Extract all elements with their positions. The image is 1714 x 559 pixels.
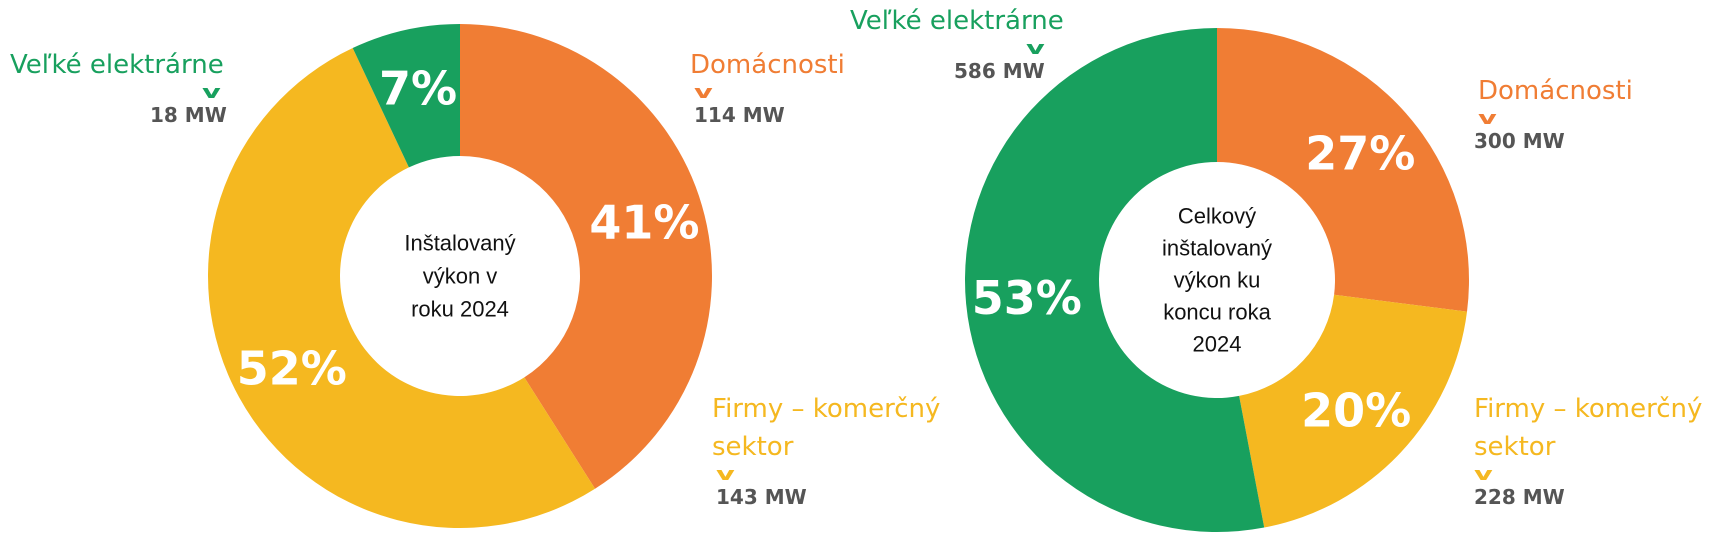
- chevron-down-icon: v: [716, 464, 735, 485]
- legend-value: 300 MW: [1474, 129, 1565, 153]
- legend-label: Domácnosti: [1478, 76, 1633, 106]
- chart2-percent-label-firmy-komercny-sektor: 20%: [1301, 384, 1411, 438]
- chevron-down-icon: v: [1026, 38, 1045, 59]
- chart1-slice-velke-elektrarne: [352, 24, 460, 168]
- chart2-slice-firmy-komercny-sektor: [1239, 294, 1468, 528]
- legend-value: 228 MW: [1474, 485, 1565, 509]
- legend-value: 114 MW: [694, 103, 785, 127]
- chart2-center-label-line-2: inštalovaný: [1162, 236, 1272, 261]
- legend-label: Veľké elektrárne: [10, 50, 224, 80]
- legend-value: 18 MW: [150, 103, 227, 127]
- legend-label-line2: sektor: [1474, 432, 1556, 462]
- legend-label-line2: sektor: [712, 432, 794, 462]
- legend-label: Domácnosti: [690, 50, 845, 80]
- legend-label-line1: Firmy – komerčný: [1474, 394, 1703, 424]
- chevron-down-icon: v: [1478, 108, 1497, 129]
- chart1-percent-label-firmy-komercny-sektor: 52%: [237, 341, 347, 395]
- legend-chart1-firmy: Firmy – komerčný sektor v 143 MW: [712, 390, 940, 510]
- chart1-center-label-line-3: roku 2024: [411, 297, 509, 322]
- chart2-center-label-line-3: výkon ku: [1174, 268, 1261, 293]
- legend-label-line1: Firmy – komerčný: [712, 394, 941, 424]
- legend-value: 143 MW: [716, 485, 807, 509]
- chart1-center-label-line-2: výkon v: [423, 264, 498, 289]
- chart2-percent-label-velke-elektrarne: 53%: [972, 271, 1082, 325]
- legend-chart2-velke-elektrarne: Veľké elektrárne v 586 MW: [850, 2, 1064, 84]
- chevron-down-icon: v: [202, 82, 221, 103]
- chart1-slice-firmy-komercny-sektor: [208, 47, 596, 528]
- chart1-percent-label-velke-elektrarne: 7%: [379, 62, 457, 116]
- chart2-center-label-line-4: koncu roka: [1163, 300, 1271, 325]
- legend-chart1-velke-elektrarne: Veľké elektrárne v 18 MW: [10, 46, 227, 128]
- legend-label: Veľké elektrárne: [850, 6, 1064, 36]
- chart2-slice-velke-elektrarne: [964, 28, 1265, 532]
- legend-chart1-domacnosti: Domácnosti v 114 MW: [690, 46, 845, 128]
- chart1-percent-label-domacnosti: 41%: [589, 195, 699, 249]
- chevron-down-icon: v: [1474, 464, 1493, 485]
- chart2-percent-label-domacnosti: 27%: [1305, 127, 1415, 181]
- legend-chart2-domacnosti: Domácnosti v 300 MW: [1474, 72, 1633, 154]
- chart2-center-label-line-5: 2024: [1193, 332, 1242, 357]
- chart2-slice-domacnosti: [1217, 28, 1469, 312]
- chart2-center-label-line-1: Celkový: [1178, 204, 1256, 229]
- legend-chart2-firmy: Firmy – komerčný sektor v 228 MW: [1474, 390, 1702, 510]
- legend-value: 586 MW: [954, 59, 1045, 83]
- chevron-down-icon: v: [694, 82, 713, 103]
- chart1-slice-domacnosti: [460, 24, 713, 489]
- chart1-center-label-line-1: Inštalovaný: [404, 231, 515, 256]
